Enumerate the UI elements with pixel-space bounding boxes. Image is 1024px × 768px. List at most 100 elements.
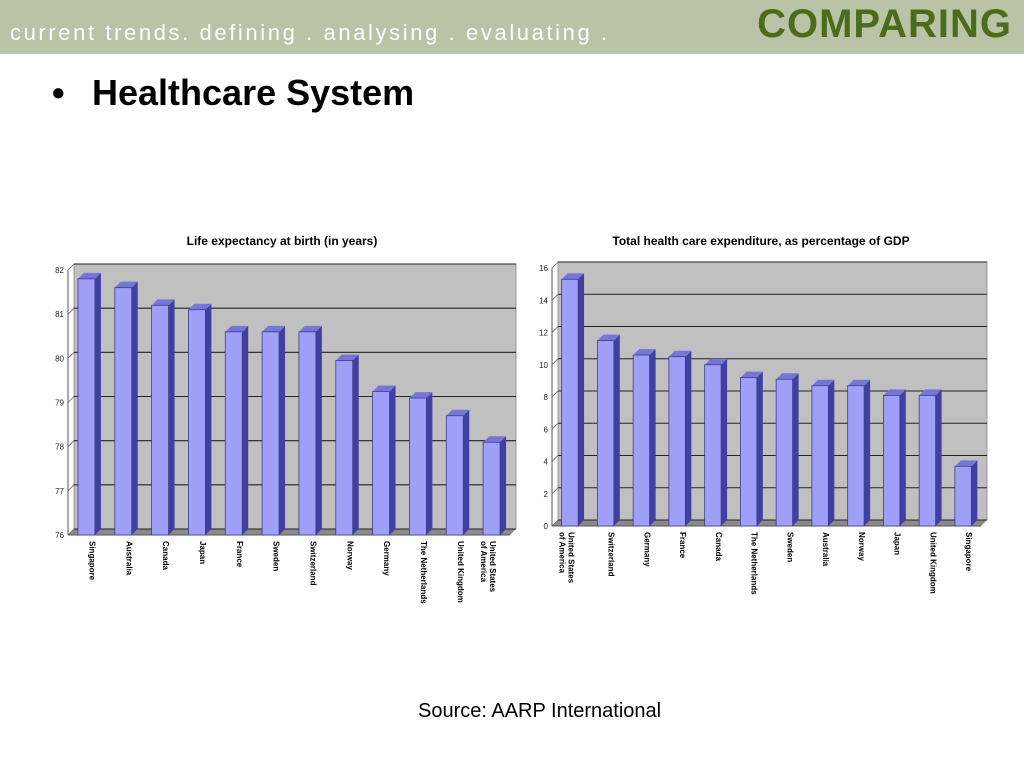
health-expenditure-chart-svg: Total health care expenditure, as percen… xyxy=(539,234,988,595)
chart-2-floor xyxy=(552,520,987,526)
chart-2-bar-front xyxy=(883,394,901,527)
chart-2-bar-sweden xyxy=(775,373,799,527)
chart-2-category-label: The Netherlands xyxy=(750,532,759,595)
chart-1-bar-top xyxy=(372,385,396,392)
chart-1-bar-germany xyxy=(372,385,396,536)
chart-1-category-label: The Netherlands xyxy=(419,541,428,604)
chart-1-bar-side xyxy=(168,299,175,535)
chart-2-grid-depth xyxy=(551,358,559,366)
chart-1-ytick-label: 82 xyxy=(55,266,64,275)
chart-1-bar-the-netherlands xyxy=(409,392,433,536)
chart-1-category-label: United Kingdom xyxy=(456,541,465,603)
bullet-item: • Healthcare System xyxy=(52,72,414,114)
chart-1-bar-front xyxy=(298,331,317,536)
chart-2-bar-side xyxy=(756,371,763,526)
chart-2-bar-germany xyxy=(632,349,656,527)
chart-2-bar-top xyxy=(633,349,656,356)
chart-2-category-label: Switzerland xyxy=(607,532,616,577)
chart-2-bar-top xyxy=(740,371,763,378)
chart-2-bar-top xyxy=(776,373,799,380)
chart-2-ytick-label: 10 xyxy=(539,361,548,370)
source-note: Source: AARP International xyxy=(418,700,662,722)
chart-2-category-label: France xyxy=(678,532,687,559)
chart-1-bar-top xyxy=(262,325,286,332)
chart-2-bar-side xyxy=(935,389,942,526)
chart-2-bar-front xyxy=(561,278,579,527)
chart-1-bar-side xyxy=(315,325,322,535)
chart-1-category-label: Canada xyxy=(161,541,170,570)
chart-2-ytick-label: 2 xyxy=(544,490,549,499)
chart-2-bar-side xyxy=(721,358,728,526)
chart-1-bar-top xyxy=(225,325,249,332)
chart-1-category-label: Japan xyxy=(198,541,207,564)
chart-1-bar-top xyxy=(188,303,212,310)
chart-2-bar-side xyxy=(971,460,978,526)
chart-1-bar-united-states-of-america xyxy=(482,436,507,536)
chart-1-bar-front xyxy=(335,360,354,536)
chart-1-ytick-label: 80 xyxy=(55,354,64,363)
chart-2-bar-australia xyxy=(811,379,835,527)
chart-2-bar-front xyxy=(847,385,865,527)
chart-1-bar-side xyxy=(463,409,470,535)
chart-1-bar-top xyxy=(483,436,507,443)
chart-2-ytick-label: 4 xyxy=(544,458,549,467)
chart-1-bar-front xyxy=(114,287,133,536)
chart-1-category-label: Switzerland xyxy=(308,541,317,586)
chart-2-bar-top xyxy=(919,389,942,396)
chart-2-bar-front xyxy=(704,364,722,527)
chart-1-bar-canada xyxy=(151,299,175,536)
life-expectancy-chart-svg: Life expectancy at birth (in years) 76 77 7… xyxy=(55,234,517,604)
bullet-marker: • xyxy=(52,72,65,113)
chart-1-ytick-label: 79 xyxy=(55,399,64,408)
chart-2-category-label: Germany xyxy=(642,532,651,567)
chart-1-floor xyxy=(68,529,516,535)
chart-1-bar-side xyxy=(389,385,396,535)
chart-2-bar-the-netherlands xyxy=(740,371,763,527)
chart-2-bar-front xyxy=(632,354,650,527)
chart-2-bar-front xyxy=(597,340,615,527)
life-expectancy-chart: Life expectancy at birth (in years) 76 77 7… xyxy=(40,228,520,628)
chart-2-bar-france xyxy=(668,350,692,527)
chart-2-category-label: United Kingdom xyxy=(928,532,937,594)
chart-2-grid-depth xyxy=(551,422,559,430)
chart-1-category-label: Australia xyxy=(124,541,133,576)
chart-2-grid-depth xyxy=(551,390,559,398)
chart-1-bar-side xyxy=(426,392,433,535)
chart-2-ytick-label: 12 xyxy=(539,329,548,338)
chart-2-bar-united-kingdom xyxy=(918,389,942,527)
chart-1-bar-sweden xyxy=(261,325,286,536)
chart-1-grid-depth xyxy=(67,307,75,315)
chart-2-grid-depth xyxy=(551,455,559,462)
chart-2-category-label: Singapore xyxy=(964,532,973,572)
chart-2-category-label: Australia xyxy=(821,532,830,567)
chart-2-bar-top xyxy=(954,460,978,467)
chart-1-bar-top xyxy=(409,392,433,399)
chart-2-bar-top xyxy=(704,358,728,365)
chart-1-bar-front xyxy=(77,278,96,536)
chart-1-bar-switzerland xyxy=(298,325,322,536)
chart-1-bar-top xyxy=(77,272,101,279)
chart-1-bar-front xyxy=(409,397,427,536)
chart-2-bar-side xyxy=(792,373,799,526)
chart-1-grid-depth xyxy=(67,352,75,359)
chart-1-bar-japan xyxy=(188,303,212,536)
chart-2-bar-top xyxy=(847,379,871,386)
chart-2-grid-depth xyxy=(551,261,559,269)
chart-1-grid-depth xyxy=(67,263,75,271)
chart-2-bar-top xyxy=(561,273,585,280)
chart-1-bar-top xyxy=(446,409,470,416)
chart-2-bar-top xyxy=(597,334,620,341)
chart-1-ytick-label: 78 xyxy=(55,443,64,452)
chart-1-bar-front xyxy=(372,391,390,536)
chart-2-bar-side xyxy=(899,389,906,526)
chart-1-ytick-label: 76 xyxy=(55,531,64,540)
chart-2-category-label: Japan xyxy=(893,532,902,555)
chart-2-bar-singapore xyxy=(954,460,978,527)
chart-2-bar-side xyxy=(578,273,585,526)
chart-2-category-label: United Statesof America xyxy=(557,532,575,584)
chart-1-bar-side xyxy=(352,354,359,535)
chart-2-category-label: Norway xyxy=(857,532,866,561)
chart-1-category-label: Singapore xyxy=(87,541,96,581)
chart-1-ytick-label: 81 xyxy=(55,310,64,319)
chart-2-ytick-label: 8 xyxy=(544,393,549,402)
